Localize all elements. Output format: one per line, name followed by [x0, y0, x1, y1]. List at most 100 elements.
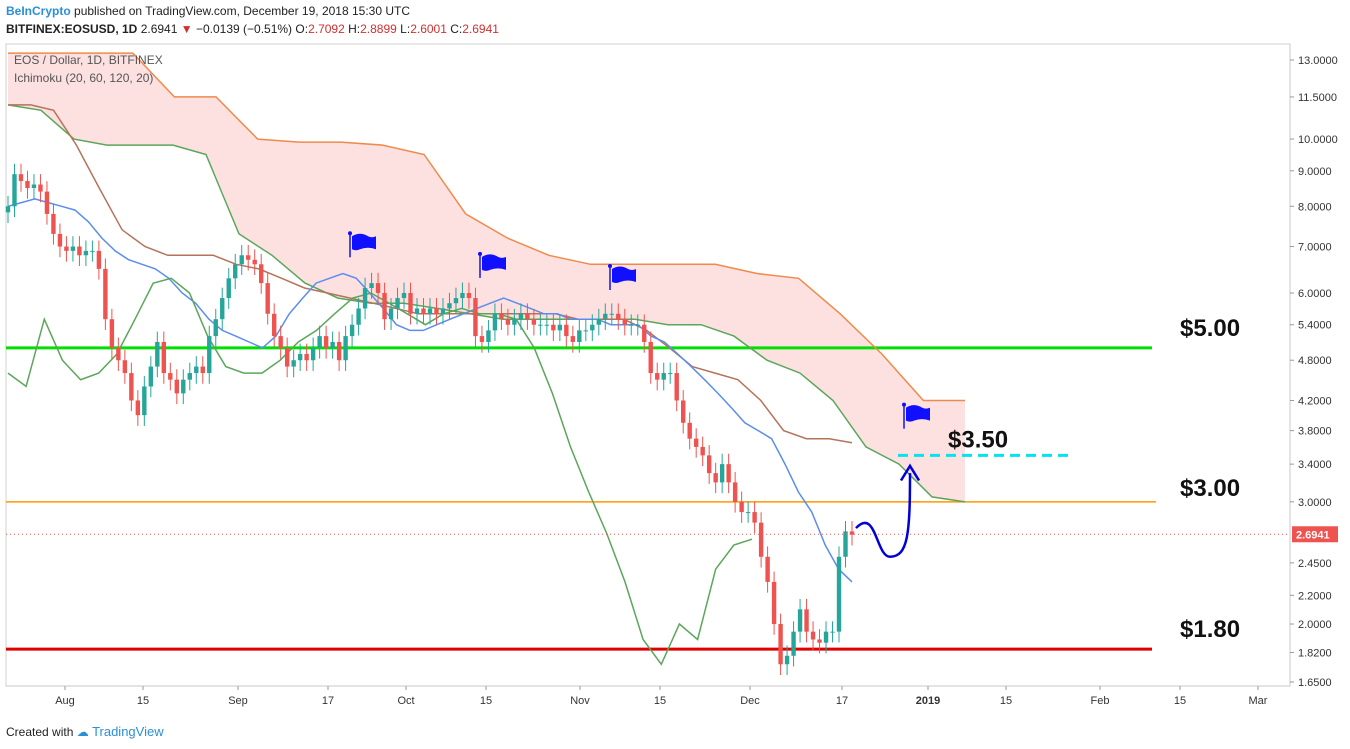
last-price-axis-label: 2.6941: [1296, 529, 1330, 541]
candle: [421, 308, 426, 314]
open-value: 2.7092: [308, 22, 345, 36]
flag-icon: [906, 405, 930, 422]
candle: [616, 313, 621, 320]
candle: [479, 336, 485, 342]
price-chart[interactable]: $5.00 $3.00 $1.80 $3.50 13.0000 11.5000 10.00…: [0, 40, 1350, 740]
candle: [213, 319, 218, 337]
candle: [336, 341, 342, 361]
candle: [284, 347, 290, 367]
candle: [570, 336, 576, 342]
candle: [220, 298, 225, 320]
candle: [122, 360, 128, 374]
candle: [693, 438, 699, 447]
x-tick-label: Feb: [1091, 695, 1110, 707]
published-info: published on TradingView.com, December 1…: [74, 4, 410, 18]
level-label: $5.00: [1180, 315, 1240, 342]
candle: [44, 191, 50, 214]
price-change: −0.0139 (−0.51%): [195, 22, 293, 36]
flag-top: [902, 402, 906, 407]
candle: [700, 446, 705, 456]
candle: [836, 556, 842, 632]
candle: [116, 347, 121, 361]
candle: [427, 308, 433, 314]
candle: [297, 354, 303, 361]
ichimoku-cloud: [8, 53, 965, 502]
candle: [525, 313, 530, 320]
y-tick-label: 4.2000: [1298, 395, 1332, 407]
candle: [349, 324, 355, 337]
candle: [843, 531, 848, 557]
symbol-line: BITFINEX:EOSUSD, 1D 2.6941 ▼ −0.0139 (−0…: [6, 22, 499, 36]
candle: [609, 313, 614, 315]
y-tick-label: 7.0000: [1298, 242, 1332, 254]
candle: [408, 292, 413, 314]
candle: [187, 373, 192, 380]
tradingview-logo-icon: ☁: [76, 725, 89, 739]
chart-title: EOS / Dollar, 1D, BITFINEX: [14, 53, 163, 67]
candle: [148, 366, 154, 387]
span-a-line: [7, 104, 966, 503]
y-tick-label: 2.0000: [1298, 619, 1332, 631]
candle: [745, 512, 751, 514]
level-label: $3.00: [1180, 475, 1240, 502]
publisher-line: BeInCrypto published on TradingView.com,…: [6, 4, 410, 18]
candle: [486, 330, 491, 342]
created-with: Created with: [6, 725, 74, 739]
candle: [849, 531, 855, 535]
candle: [687, 422, 692, 439]
chikou-line: [7, 277, 753, 666]
x-tick-label: Oct: [397, 695, 414, 707]
close-label: C:: [450, 22, 463, 36]
last-price: 2.6941: [140, 22, 178, 36]
candle: [194, 366, 199, 374]
candle: [804, 609, 809, 632]
candle: [343, 336, 348, 361]
candle: [635, 324, 640, 326]
symbol-label[interactable]: BITFINEX:EOSUSD, 1D: [6, 22, 138, 36]
candle: [583, 330, 589, 332]
candle: [155, 341, 160, 367]
y-tick-label: 10.0000: [1298, 134, 1338, 146]
last-price-box: [1292, 526, 1338, 543]
candle: [226, 278, 231, 299]
y-tick-label: 6.0000: [1298, 288, 1332, 300]
candle: [96, 250, 102, 269]
y-tick-label: 1.8200: [1298, 647, 1332, 659]
x-tick-label: 15: [1174, 695, 1186, 707]
candle: [810, 631, 816, 640]
candle: [739, 501, 744, 513]
candle: [732, 482, 738, 502]
indicator-label: Ichimoku (20, 60, 120, 20): [14, 71, 153, 85]
candle: [103, 268, 108, 320]
y-tick-label: 2.2000: [1298, 590, 1332, 602]
candle: [135, 400, 141, 416]
candle: [434, 308, 439, 314]
y-tick-label: 8.0000: [1298, 201, 1332, 213]
candle: [246, 255, 251, 260]
candle: [401, 292, 407, 299]
candle: [278, 336, 283, 348]
candle: [64, 246, 69, 251]
candle: [674, 373, 679, 401]
candle: [830, 631, 835, 633]
flag-top: [348, 231, 352, 236]
candle: [447, 303, 452, 309]
candle: [668, 373, 673, 375]
high-value: 2.8899: [360, 22, 397, 36]
candle: [291, 360, 296, 367]
candle: [713, 473, 718, 483]
tradingview-brand[interactable]: TradingView: [92, 724, 164, 739]
candle: [304, 354, 309, 361]
y-tick-label: 9.0000: [1298, 166, 1332, 178]
candle: [719, 464, 725, 483]
candle: [388, 308, 394, 320]
candle: [382, 292, 387, 320]
candle: [252, 259, 257, 265]
y-tick-label: 4.8000: [1298, 355, 1332, 367]
candle: [752, 512, 757, 523]
candle: [51, 213, 56, 234]
candle: [538, 324, 543, 326]
publisher-brand[interactable]: BeInCrypto: [6, 4, 71, 18]
candle: [499, 313, 504, 320]
candle: [577, 330, 582, 342]
